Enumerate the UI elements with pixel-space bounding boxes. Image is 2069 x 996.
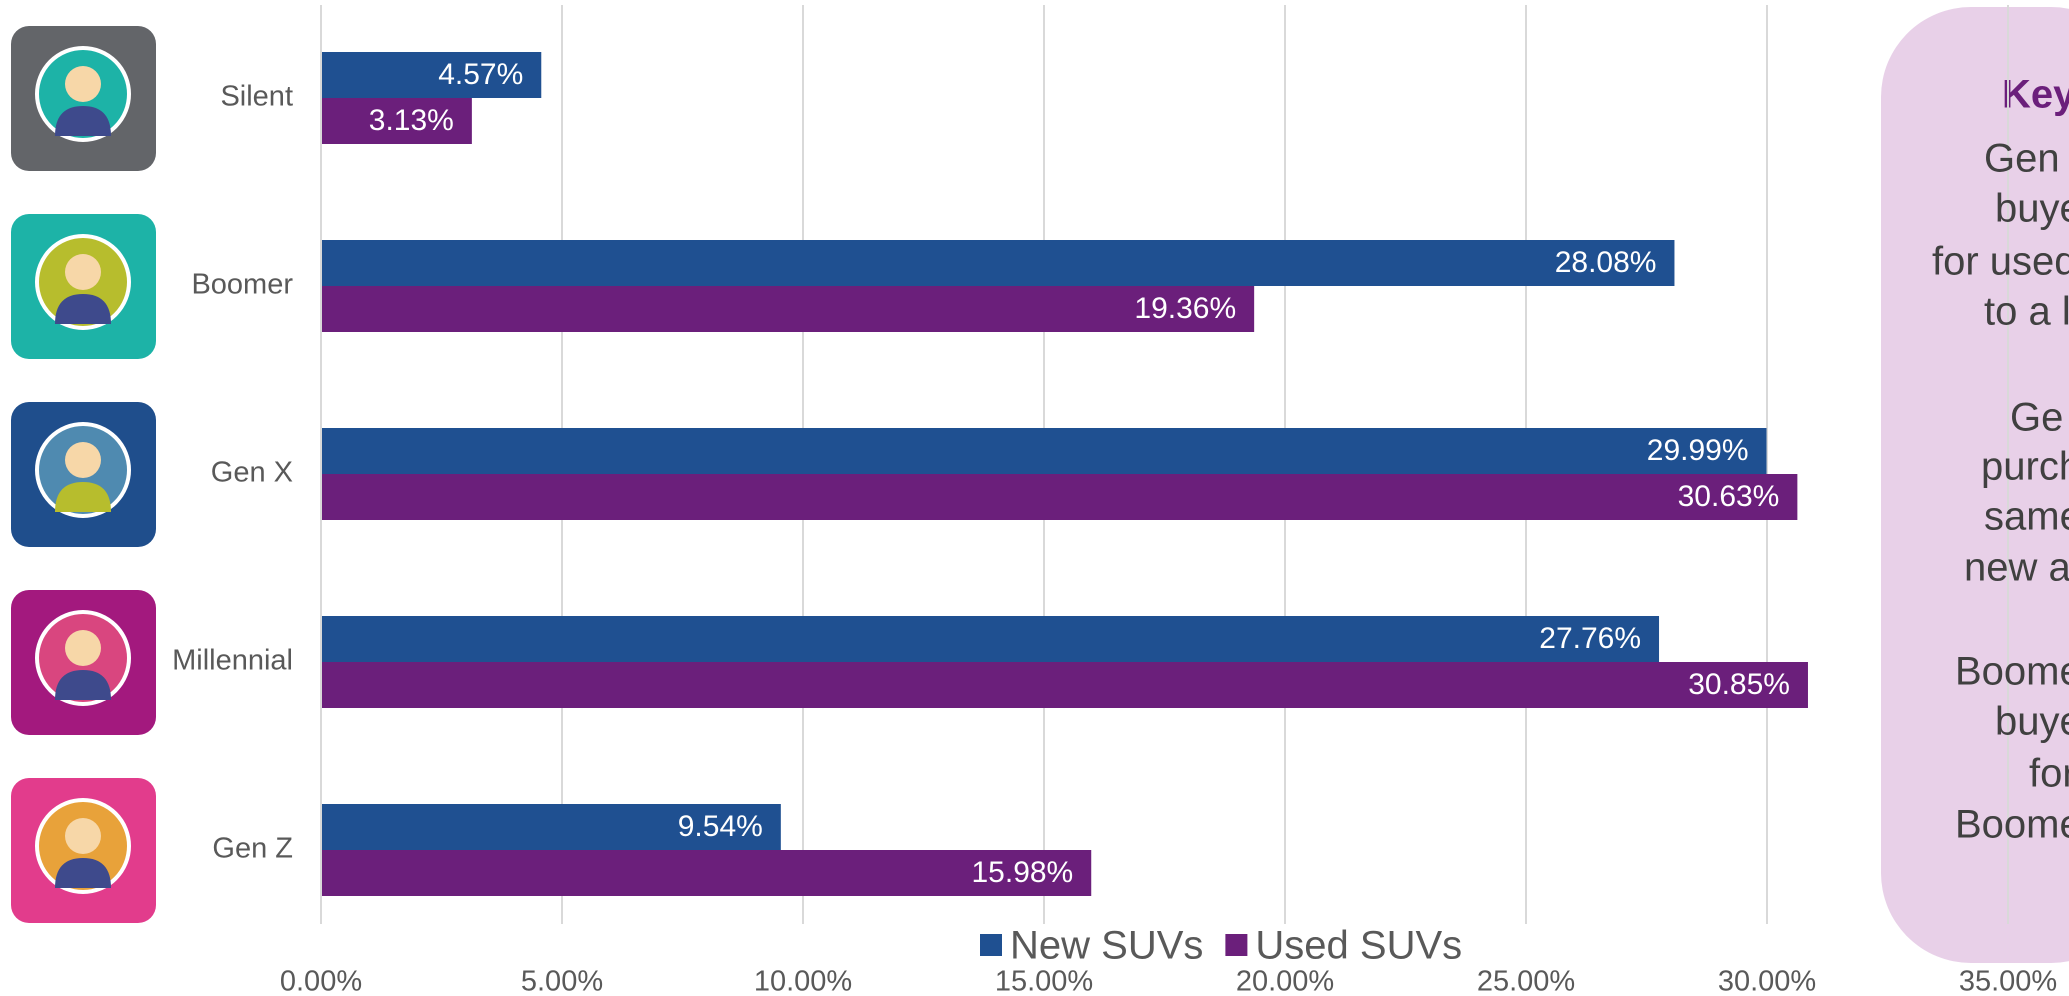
y-tick-label: Millennial bbox=[172, 645, 293, 677]
key-text: buyers bbox=[1995, 700, 2069, 744]
data-label: 9.54% bbox=[678, 810, 763, 843]
key-text: new an bbox=[1964, 546, 2069, 590]
icon-head bbox=[65, 818, 101, 854]
data-label: 30.63% bbox=[1678, 480, 1780, 513]
key-text: for r bbox=[2029, 752, 2069, 796]
bar bbox=[321, 286, 1255, 332]
x-tick-label: 25.00% bbox=[1477, 966, 1575, 996]
bar bbox=[321, 98, 472, 144]
data-label: 15.98% bbox=[971, 856, 1073, 889]
data-label: 4.57% bbox=[438, 58, 523, 91]
bar bbox=[321, 428, 1767, 474]
key-text: Boome bbox=[1955, 803, 2069, 847]
icons bbox=[11, 26, 156, 923]
bar bbox=[321, 52, 542, 98]
icon-body bbox=[55, 482, 111, 512]
key-text: Boome bbox=[1955, 650, 2069, 694]
key-text: to a l bbox=[1984, 290, 2069, 334]
x-tick-label: 10.00% bbox=[754, 966, 852, 996]
data-label: 29.99% bbox=[1647, 434, 1749, 467]
bar bbox=[321, 850, 1092, 896]
data-label: 30.85% bbox=[1688, 668, 1790, 701]
bar bbox=[321, 616, 1660, 662]
icon-head bbox=[65, 66, 101, 102]
data-label: 27.76% bbox=[1539, 622, 1641, 655]
x-tick-label: 30.00% bbox=[1718, 966, 1816, 996]
y-tick-label: Gen Z bbox=[212, 833, 293, 865]
key-title: Key bbox=[2002, 73, 2069, 117]
key-text: same bbox=[1984, 495, 2069, 539]
key-text: purcha bbox=[1981, 445, 2069, 489]
x-tick-label: 35.00% bbox=[1959, 966, 2057, 996]
bar bbox=[321, 804, 781, 850]
key-text: Gen Z bbox=[1984, 137, 2069, 181]
data-label: 28.08% bbox=[1555, 246, 1657, 279]
key-text: Ge bbox=[2010, 396, 2063, 440]
legend-swatch bbox=[1225, 934, 1248, 956]
key-panel bbox=[1881, 7, 2069, 963]
y-tick-label: Gen X bbox=[211, 457, 293, 489]
icon-body bbox=[55, 294, 111, 324]
bar bbox=[321, 240, 1675, 286]
data-label: 19.36% bbox=[1134, 292, 1236, 325]
icon-body bbox=[55, 106, 111, 136]
icon-head bbox=[65, 630, 101, 666]
y-tick-label: Silent bbox=[220, 81, 293, 113]
x-tick-label: 20.00% bbox=[1236, 966, 1334, 996]
legend-label: Used SUVs bbox=[1255, 924, 1462, 968]
legend-swatch bbox=[980, 934, 1002, 956]
icon-head bbox=[65, 442, 101, 478]
legend-label: New SUVs bbox=[1010, 924, 1203, 968]
x-tick-label: 5.00% bbox=[521, 966, 603, 996]
x-tick-label: 15.00% bbox=[995, 966, 1093, 996]
bar bbox=[321, 662, 1808, 708]
y-tick-label: Boomer bbox=[191, 269, 293, 301]
icon-body bbox=[55, 670, 111, 700]
icon-head bbox=[65, 254, 101, 290]
icon-body bbox=[55, 858, 111, 888]
key-text: for used bbox=[1932, 240, 2069, 284]
x-tick-label: 0.00% bbox=[280, 966, 362, 996]
key-text: buyers bbox=[1995, 187, 2069, 231]
data-label: 3.13% bbox=[369, 104, 454, 137]
bar bbox=[321, 474, 1798, 520]
